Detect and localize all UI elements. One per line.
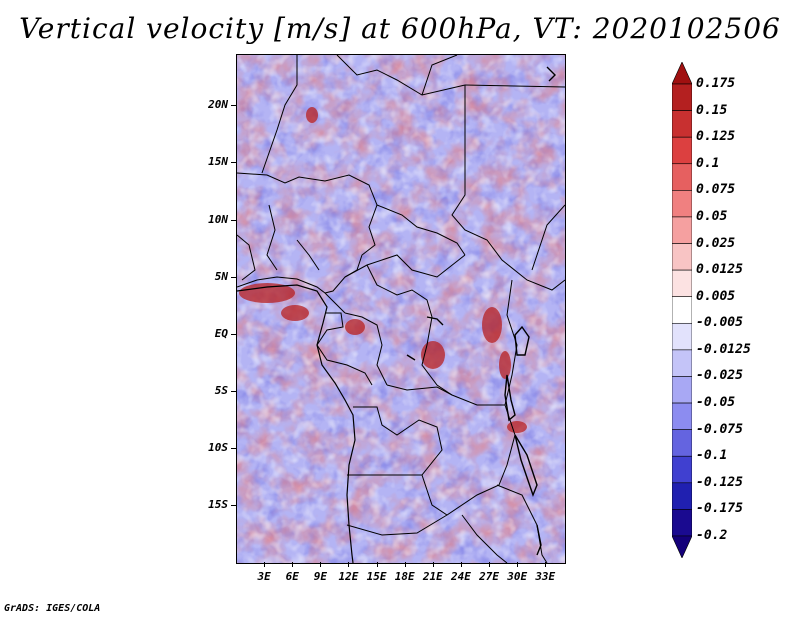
country-borders <box>237 55 565 563</box>
lon-tick-label: 33E <box>535 570 556 583</box>
lon-tick-mark <box>460 562 462 567</box>
colorbar-bottom-triangle <box>672 535 692 558</box>
colorbar-swatch <box>672 190 692 218</box>
lon-tick-mark <box>320 562 322 567</box>
colorbar <box>672 62 692 558</box>
lat-tick-label: 15S <box>208 497 228 511</box>
lat-tick-mark <box>231 504 236 506</box>
lat-tick-label: EQ <box>214 326 228 340</box>
colorbar-swatch <box>672 243 692 271</box>
colorbar-level-label: 0.125 <box>696 129 736 145</box>
lon-tick-label: 30E <box>507 570 528 583</box>
lon-tick-label: 15E <box>366 570 387 583</box>
colorbar-swatch <box>672 296 692 324</box>
lon-tick-label: 24E <box>450 570 471 583</box>
lat-tick-mark <box>231 390 236 392</box>
coastline <box>237 284 356 563</box>
lat-tick-label: 10S <box>208 440 228 454</box>
lon-tick-mark <box>292 562 294 567</box>
colorbar-swatch <box>672 402 692 430</box>
lat-tick-label: 10N <box>208 212 228 226</box>
colorbar-level-label: 0.005 <box>696 288 736 304</box>
colorbar-level-label: 0.15 <box>696 102 728 118</box>
colorbar-level-label: 0.05 <box>696 208 728 224</box>
colorbar-swatch <box>672 482 692 510</box>
lon-tick-mark <box>545 562 547 567</box>
lat-tick-label: 5N <box>214 269 228 283</box>
lat-tick-mark <box>231 219 236 221</box>
colorbar-swatch <box>672 110 692 138</box>
lon-tick-mark <box>404 562 406 567</box>
colorbar-level-label: 0.075 <box>696 182 736 198</box>
lat-tick-mark <box>231 276 236 278</box>
lon-tick-label: 21E <box>422 570 443 583</box>
lakes <box>406 66 556 556</box>
lat-tick-label: 20N <box>208 98 228 112</box>
lat-tick-mark <box>231 105 236 107</box>
colorbar-swatch <box>672 269 692 298</box>
lat-tick-label: 15N <box>208 155 228 169</box>
colorbar-level-label: -0.0125 <box>696 341 751 357</box>
colorbar-level-label: 0.1 <box>696 155 720 171</box>
colorbar-level-label: -0.2 <box>696 528 728 543</box>
lon-tick-label: 18E <box>394 570 415 583</box>
lon-tick-mark <box>376 562 378 567</box>
colorbar-level-label: -0.1 <box>696 448 728 464</box>
lat-tick-mark <box>231 447 236 449</box>
lat-tick-label: 5S <box>214 383 228 397</box>
colorbar-swatch <box>672 349 692 377</box>
lon-tick-label: 27E <box>479 570 499 583</box>
map-panel <box>236 54 566 564</box>
colorbar-level-label: 0.025 <box>696 235 736 251</box>
colorbar-swatch <box>672 322 692 351</box>
colorbar-level-label: -0.05 <box>696 395 736 411</box>
colorbar-swatch <box>672 163 692 191</box>
colorbar-swatch <box>672 429 692 457</box>
velocity-field-map <box>237 55 565 563</box>
colorbar-swatch <box>672 216 692 244</box>
colorbar-level-label: -0.025 <box>696 368 743 384</box>
lon-tick-label: 9E <box>313 570 327 583</box>
colorbar-level-label: -0.175 <box>696 501 743 517</box>
lon-tick-mark <box>432 562 434 567</box>
colorbar-swatch <box>672 376 692 404</box>
colorbar-level-label: -0.005 <box>696 315 743 331</box>
lon-tick-label: 6E <box>285 570 299 583</box>
colorbar-level-label: 0.175 <box>696 76 736 91</box>
colorbar-top-triangle <box>672 62 692 85</box>
strong-updraft-patches <box>239 107 527 433</box>
lon-tick-mark <box>517 562 519 567</box>
colorbar-level-label: 0.0125 <box>696 262 743 278</box>
lon-tick-mark <box>489 562 491 567</box>
software-credit: GrADS: IGES/COLA <box>4 603 101 614</box>
colorbar-swatch <box>672 83 692 111</box>
colorbar-level-label: -0.125 <box>696 474 743 490</box>
lat-tick-mark <box>231 162 236 164</box>
colorbar-swatch <box>672 136 692 165</box>
lon-tick-label: 3E <box>257 570 271 583</box>
lon-tick-mark <box>348 562 350 567</box>
lon-tick-mark <box>264 562 266 567</box>
colorbar-swatch <box>672 455 692 484</box>
colorbar-swatch <box>672 509 692 537</box>
lon-tick-label: 12E <box>338 570 359 583</box>
map-title: Vertical velocity [m/s] at 600hPa, VT: 2… <box>19 12 781 45</box>
colorbar-level-label: -0.075 <box>696 421 743 437</box>
lat-tick-mark <box>231 333 236 335</box>
